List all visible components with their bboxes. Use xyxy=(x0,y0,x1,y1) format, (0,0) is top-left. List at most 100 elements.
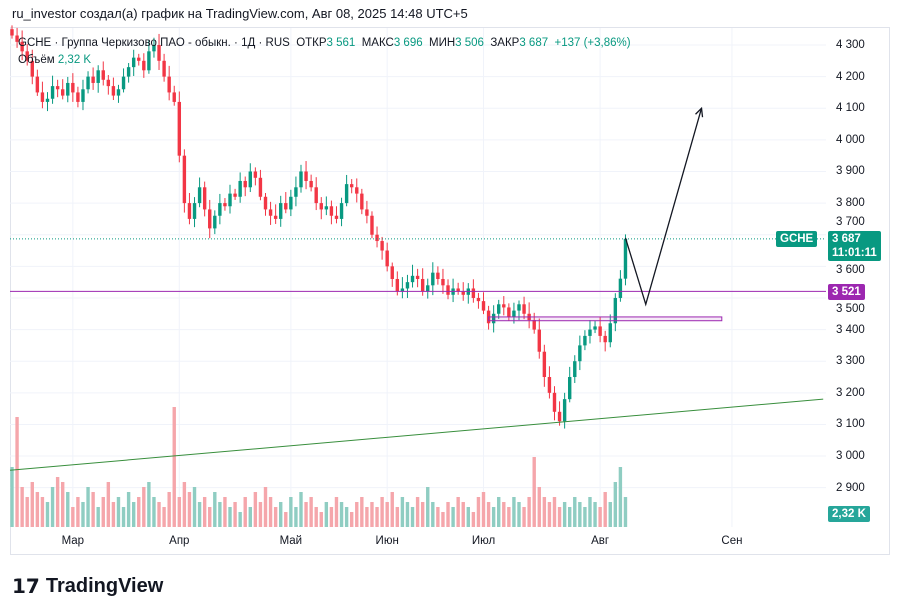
candle-body xyxy=(349,184,354,188)
candle-body xyxy=(618,278,623,298)
price-tick-label: 4 000 xyxy=(836,133,865,146)
candle-body xyxy=(86,76,90,90)
volume-bar xyxy=(360,497,364,527)
price-tick-label: 3 000 xyxy=(836,450,865,463)
legend-interval: 1Д xyxy=(241,37,256,49)
volume-bar xyxy=(187,492,192,527)
candle-body xyxy=(273,215,278,219)
volume-bar xyxy=(208,507,212,527)
candle-body xyxy=(324,206,329,210)
volume-bar xyxy=(385,502,389,527)
volume-bar xyxy=(578,502,582,527)
change-value: +137 (+3,86%) xyxy=(554,37,631,49)
volume-bar xyxy=(223,497,227,527)
volume-bar xyxy=(121,507,126,527)
volume-bar xyxy=(471,512,476,527)
volume-bar xyxy=(370,502,374,527)
volume-bar xyxy=(441,512,445,527)
volume-bar xyxy=(243,497,247,527)
candle-body xyxy=(405,282,410,289)
candle-body xyxy=(410,275,415,283)
time-tick-label: Июл xyxy=(471,535,496,547)
candle-body xyxy=(603,335,607,343)
zone-rectangle xyxy=(488,316,723,322)
price-tick-label: 4 300 xyxy=(836,39,865,51)
candle-body xyxy=(263,196,268,210)
volume-bar xyxy=(486,502,491,527)
volume-bar xyxy=(106,482,111,527)
candle-body xyxy=(583,335,587,346)
level-tag: 3 521 xyxy=(828,284,865,300)
volume-bar xyxy=(466,507,470,527)
volume-bar xyxy=(537,487,541,527)
candle-body xyxy=(35,76,40,93)
candle-body xyxy=(431,272,435,286)
price-tick-label: 4 200 xyxy=(836,70,865,83)
candle-body xyxy=(375,234,379,242)
volume-bar xyxy=(562,502,567,527)
candle-body xyxy=(593,326,597,330)
candle-body xyxy=(339,203,344,219)
candle-body xyxy=(121,76,126,90)
volume-bar xyxy=(299,492,303,527)
volume-bar xyxy=(380,497,384,527)
volume-bar xyxy=(451,507,455,527)
candle-body xyxy=(568,377,572,400)
volume-bar xyxy=(557,507,562,527)
price-tick-label: 3 400 xyxy=(836,323,865,336)
candle-body xyxy=(197,187,202,204)
candle-body xyxy=(309,180,313,188)
volume-bar xyxy=(395,507,400,527)
candle-body xyxy=(344,184,349,204)
volume-bar xyxy=(279,502,283,527)
volume-bar xyxy=(497,497,501,527)
candle-body xyxy=(512,310,516,317)
volume-bar xyxy=(30,482,34,527)
volume-bar xyxy=(517,502,521,527)
volume-bar xyxy=(126,492,131,527)
candle-body xyxy=(436,272,440,279)
candle-body xyxy=(147,51,151,71)
volume-bar xyxy=(20,487,24,527)
volume-bar xyxy=(365,507,369,527)
candle-body xyxy=(218,203,222,216)
volume-bar xyxy=(426,487,430,527)
candle-body xyxy=(573,361,577,378)
tradingview-logo[interactable]: 𝟭𝟳 TradingView xyxy=(12,574,163,599)
volume-bar xyxy=(400,497,405,527)
volume-bar xyxy=(268,497,273,527)
time-tick-label: Апр xyxy=(169,535,190,547)
volume-bar xyxy=(309,497,313,527)
volume-bar xyxy=(329,507,334,527)
volume-bar xyxy=(172,407,176,527)
candle-body xyxy=(319,203,323,210)
sep: · xyxy=(234,37,238,49)
candle-body xyxy=(192,203,197,219)
volume-bar xyxy=(349,512,354,527)
candle-body xyxy=(157,45,161,61)
candle-body xyxy=(547,377,552,393)
volume-bar xyxy=(568,507,572,527)
legend-symbol[interactable]: GCHE xyxy=(18,37,52,49)
volume-bar xyxy=(542,497,547,527)
candle-body xyxy=(106,79,111,87)
candle-body xyxy=(61,89,65,96)
chart-credit: ru_investor создал(а) график на TradingV… xyxy=(12,6,468,21)
volume-bar xyxy=(192,487,197,527)
volume-bar xyxy=(101,497,105,527)
candle-body xyxy=(71,82,75,93)
volume-bar xyxy=(491,507,496,527)
countdown: 11:01:11 xyxy=(832,247,877,259)
candle-body xyxy=(10,29,14,36)
volume-bar xyxy=(147,482,151,527)
low-label: МИН xyxy=(429,37,456,49)
sep: · xyxy=(54,37,59,49)
volume-bar xyxy=(273,507,278,527)
candle-body xyxy=(96,70,100,83)
volume-bar xyxy=(613,482,618,527)
price-tick-label: 3 700 xyxy=(836,216,865,228)
volume-bar xyxy=(415,497,420,527)
volume-bar xyxy=(314,507,318,527)
volume-bar xyxy=(263,487,268,527)
